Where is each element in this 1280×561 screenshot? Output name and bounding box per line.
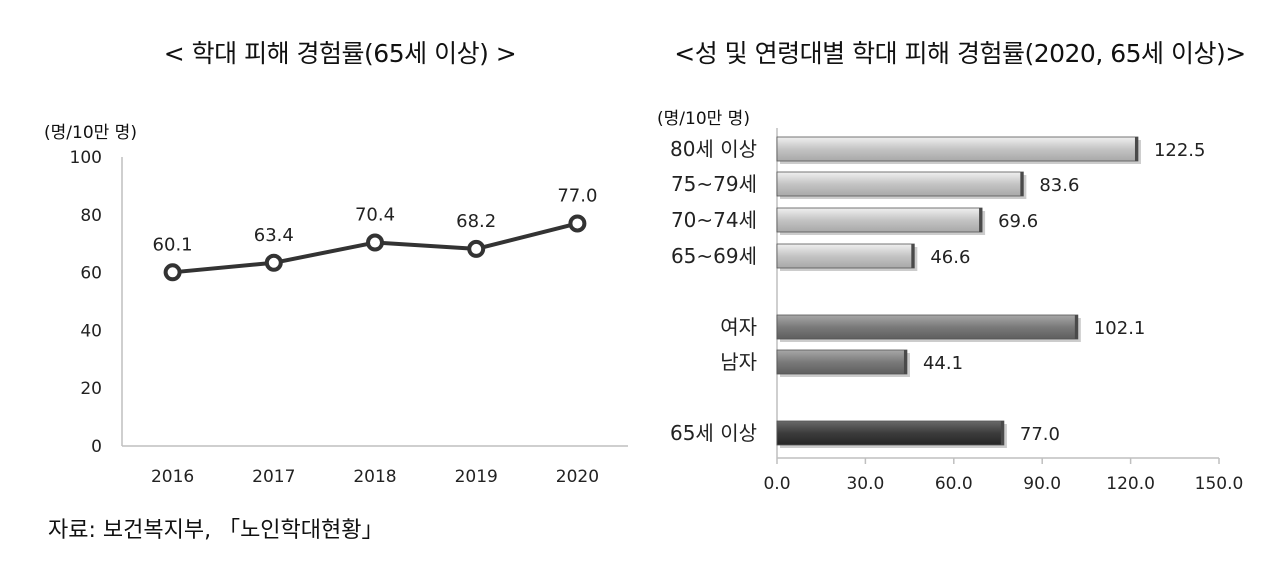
x-tick-label: 120.0 [1106,474,1155,494]
bar [776,207,983,233]
category-label: 남자 [720,350,757,374]
bar [776,136,1139,162]
data-point [264,253,283,272]
data-label: 63.4 [254,225,294,246]
category-label: 여자 [720,315,757,339]
category-label: 75~79세 [671,172,757,196]
data-label: 77.0 [1020,424,1060,445]
y-tick-label: 60 [80,264,102,284]
x-tick-label: 90.0 [1023,474,1061,494]
data-label: 68.2 [456,211,496,232]
y-tick-label: 0 [91,437,102,457]
data-label: 70.4 [355,205,395,226]
x-tick-label: 0.0 [763,474,790,494]
x-tick-label: 2020 [556,467,599,487]
line-chart: 0 20 40 60 80 100 2016 2017 2018 2019 2020 60.1 63.4… [70,148,628,487]
line-chart-unit-label: (명/10만 명) [44,123,137,143]
data-label: 83.6 [1039,175,1079,196]
bar [776,349,908,375]
x-tick-label: 2017 [252,467,295,487]
data-label: 102.1 [1094,318,1146,339]
x-tick-label: 2019 [455,467,498,487]
x-tick-label: 60.0 [935,474,973,494]
bar-chart-unit-label: (명/10만 명) [657,109,750,129]
line-chart-title: < 학대 피해 경험률(65세 이상) > [163,39,517,68]
y-tick-label: 40 [80,321,102,341]
data-label: 69.6 [998,211,1038,232]
data-point [163,263,182,282]
y-tick-label: 100 [70,148,102,168]
bar-chart: 0.0 30.0 60.0 90.0 120.0 150.0 80세 이상 122.5 75~7… [670,128,1243,494]
bar-end-cap [1020,172,1024,196]
bar-end-cap [1134,137,1138,161]
bar [776,420,1005,446]
bar-chart-title: <성 및 연령대별 학대 피해 경험률(2020, 65세 이상)> [674,39,1246,68]
bar-end-cap [1074,315,1078,339]
bar-end-cap [979,208,983,232]
data-point [467,239,486,258]
x-tick-label: 2016 [151,467,194,487]
bar-end-cap [911,244,915,268]
bar [776,171,1024,197]
data-label: 46.6 [930,247,970,268]
bar-end-cap [903,350,907,374]
source-note: 자료: 보건복지부, 「노인학대현황」 [48,518,384,543]
x-tick-label: 2018 [353,467,396,487]
category-label: 70~74세 [671,208,757,232]
data-point [568,214,587,233]
data-label: 60.1 [153,234,193,255]
category-label: 65세 이상 [670,421,757,445]
data-label: 44.1 [923,353,963,374]
category-label: 65~69세 [671,244,757,268]
category-label: 80세 이상 [670,137,757,161]
data-point [366,233,384,252]
bar-end-cap [1000,421,1004,445]
x-tick-label: 30.0 [846,474,884,494]
y-tick-label: 80 [80,206,102,226]
data-label: 122.5 [1154,140,1206,161]
y-tick-label: 20 [80,379,102,399]
bar [776,314,1079,340]
bar [776,243,915,269]
data-label: 77.0 [557,185,597,206]
x-tick-label: 150.0 [1195,474,1244,494]
